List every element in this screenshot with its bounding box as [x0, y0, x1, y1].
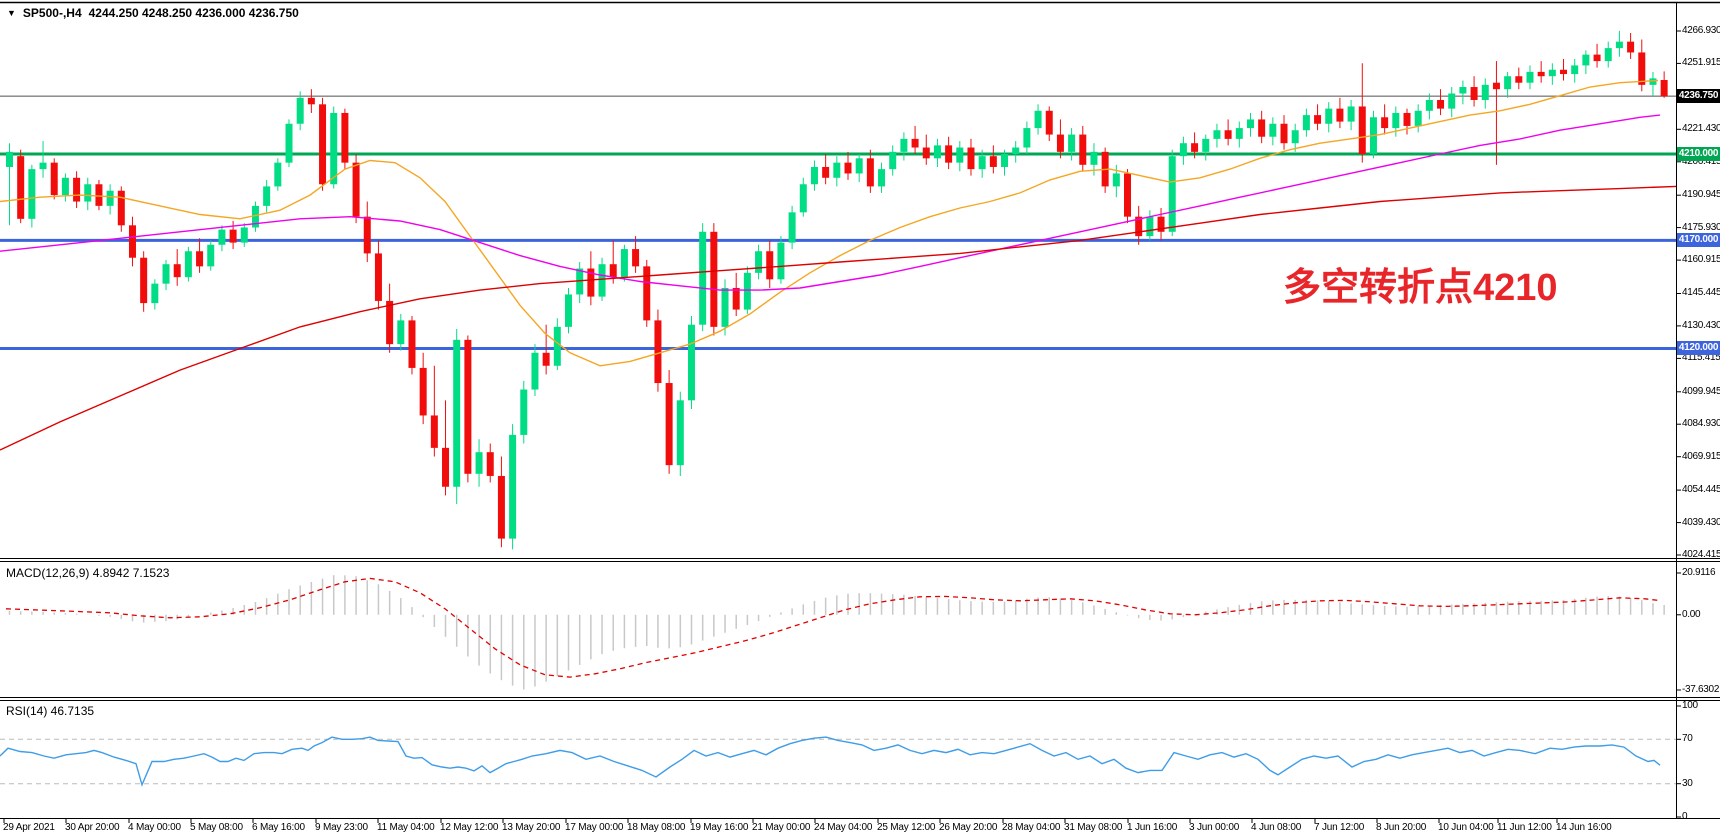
- time-axis-label: 21 May 00:00: [752, 822, 811, 833]
- rsi-axis-label: 0: [1682, 811, 1688, 822]
- time-axis-label: 14 Jun 16:00: [1556, 822, 1612, 833]
- rsi-indicator-label: RSI(14) 46.7135: [6, 704, 95, 718]
- price-line-badge: 4120.000: [1677, 341, 1720, 356]
- price-axis-label: 4190.945: [1682, 189, 1720, 201]
- macd-axis-label: -37.6302: [1682, 684, 1720, 695]
- time-axis-label: 8 Jun 20:00: [1376, 822, 1427, 833]
- rsi-axis-label: 100: [1682, 700, 1698, 711]
- time-axis-label: 24 May 04:00: [814, 822, 873, 833]
- price-axis-label: 4160.915: [1682, 254, 1720, 266]
- symbol-collapse-icon[interactable]: ▼: [7, 8, 16, 18]
- time-axis-label: 30 Apr 20:00: [65, 822, 120, 833]
- current-price-badge: 4236.750: [1677, 89, 1720, 104]
- time-axis-label: 11 May 04:00: [377, 822, 435, 833]
- macd-indicator-label: MACD(12,26,9) 4.8942 7.1523: [6, 566, 170, 580]
- time-axis-label: 25 May 12:00: [877, 822, 936, 833]
- ohlc-values: 4244.250 4248.250 4236.000 4236.750: [88, 6, 299, 20]
- time-axis-label: 7 Jun 12:00: [1314, 822, 1365, 833]
- time-axis-label: 18 May 08:00: [627, 822, 686, 833]
- time-axis-label: 10 Jun 04:00: [1438, 822, 1494, 833]
- time-axis-label: 13 May 20:00: [502, 822, 561, 833]
- macd-axis-label: 20.9116: [1682, 567, 1716, 578]
- trend-annotation[interactable]: 多空转折点4210: [1283, 267, 1558, 309]
- price-axis-label: 4145.445: [1682, 287, 1720, 299]
- rsi-axis-label: 70: [1682, 733, 1693, 745]
- price-axis-label: 4024.415: [1682, 549, 1720, 560]
- price-axis-label: 4115.415: [1682, 352, 1720, 364]
- time-axis-label: 1 Jun 16:00: [1127, 822, 1178, 833]
- price-axis-label: 4266.930: [1682, 25, 1720, 36]
- time-axis-label: 29 Apr 2021: [3, 822, 55, 833]
- chart-header: ▼ SP500-,H4 4244.250 4248.250 4236.000 4…: [7, 6, 299, 20]
- price-axis-label: 4175.930: [1682, 221, 1720, 233]
- symbol-period-label: SP500-,H4: [22, 6, 82, 20]
- price-axis-label: 4251.915: [1682, 57, 1720, 69]
- time-axis-label: 26 May 20:00: [939, 822, 998, 833]
- time-axis-label: 31 May 08:00: [1064, 822, 1123, 833]
- price-axis-label: 4084.930: [1682, 418, 1720, 430]
- time-axis-label: 9 May 23:00: [315, 822, 368, 833]
- time-axis-label: 28 May 04:00: [1002, 822, 1061, 833]
- time-axis-label: 3 Jun 00:00: [1189, 822, 1240, 833]
- time-axis-label: 5 May 08:00: [190, 822, 243, 833]
- time-axis-label: 19 May 16:00: [690, 822, 749, 833]
- price-line-badge: 4210.000: [1677, 147, 1720, 161]
- time-axis-label: 4 May 00:00: [128, 822, 181, 833]
- time-axis-label: 11 Jun 12:00: [1497, 822, 1552, 833]
- price-axis-label: 4130.430: [1682, 319, 1720, 331]
- macd-axis-label: 0.00: [1682, 608, 1701, 620]
- price-axis-label: 4221.430: [1682, 123, 1720, 135]
- rsi-axis-label: 30: [1682, 777, 1693, 789]
- price-line-badge: 4170.000: [1677, 233, 1720, 248]
- time-axis-label: 6 May 16:00: [252, 822, 305, 833]
- price-axis-label: 4039.430: [1682, 516, 1720, 528]
- price-axis-label: 4069.915: [1682, 450, 1720, 462]
- price-axis-label: 4054.445: [1682, 484, 1720, 496]
- time-axis-label: 4 Jun 08:00: [1251, 822, 1302, 833]
- time-axis-label: 17 May 00:00: [565, 822, 624, 833]
- time-axis-label: 12 May 12:00: [440, 822, 499, 833]
- price-axis-label: 4206.415: [1682, 155, 1720, 167]
- price-axis-label: 4099.945: [1682, 385, 1720, 397]
